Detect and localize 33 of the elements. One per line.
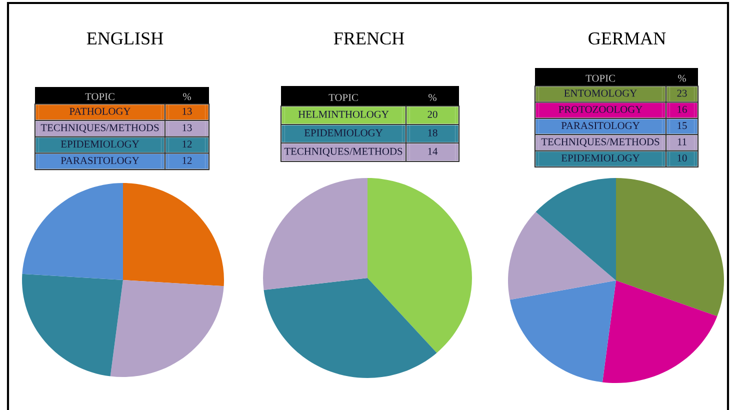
text: % xyxy=(428,94,436,102)
legend-label: EPIDEMIOLOGY xyxy=(304,129,383,136)
data-label: 12 xyxy=(182,157,192,164)
legend-title: TOPIC xyxy=(328,94,358,102)
slice-label: PATHOLOGY xyxy=(70,108,131,115)
legend-title: TOPIC xyxy=(586,74,615,82)
data-label: 13 xyxy=(182,108,192,115)
data-label: 12 xyxy=(182,140,192,148)
legend-label: PARASITOLOGY xyxy=(561,122,640,130)
data-label: 18 xyxy=(428,129,438,136)
slice-label: ENTOMOLOGY xyxy=(564,90,637,97)
data-label: 10 xyxy=(678,154,687,162)
text: % xyxy=(678,74,686,82)
chart-title: ENGLISH xyxy=(86,32,164,45)
legend-label: PARASITOLOGY xyxy=(60,157,140,164)
legend-label: PROTOZOOLOGY xyxy=(558,106,642,113)
legend-label: TECHNIQUES/METHODS xyxy=(284,148,402,156)
data-label: 14 xyxy=(428,148,438,155)
data-label: 11 xyxy=(678,138,686,146)
legend-title: TOPIC xyxy=(85,93,114,100)
data-label: 16 xyxy=(678,106,687,113)
legend-label: EPIDEMIOLOGY xyxy=(60,140,140,148)
legend-label: HELMINTHOLOGY xyxy=(298,110,389,118)
chart-title: GERMAN xyxy=(588,32,666,45)
chart-title: FRENCH xyxy=(334,32,404,45)
legend-label: EPIDEMIOLOGY xyxy=(561,154,640,162)
data-label: 23 xyxy=(677,90,687,97)
legend-label: TECHNIQUES/METHODS xyxy=(541,138,660,147)
data-label: 13 xyxy=(182,124,192,132)
text: % xyxy=(183,93,191,100)
data-label: 15 xyxy=(678,122,687,130)
legend-label: TECHNIQUES/METHODS xyxy=(40,124,159,133)
data-label: 20 xyxy=(428,110,438,118)
